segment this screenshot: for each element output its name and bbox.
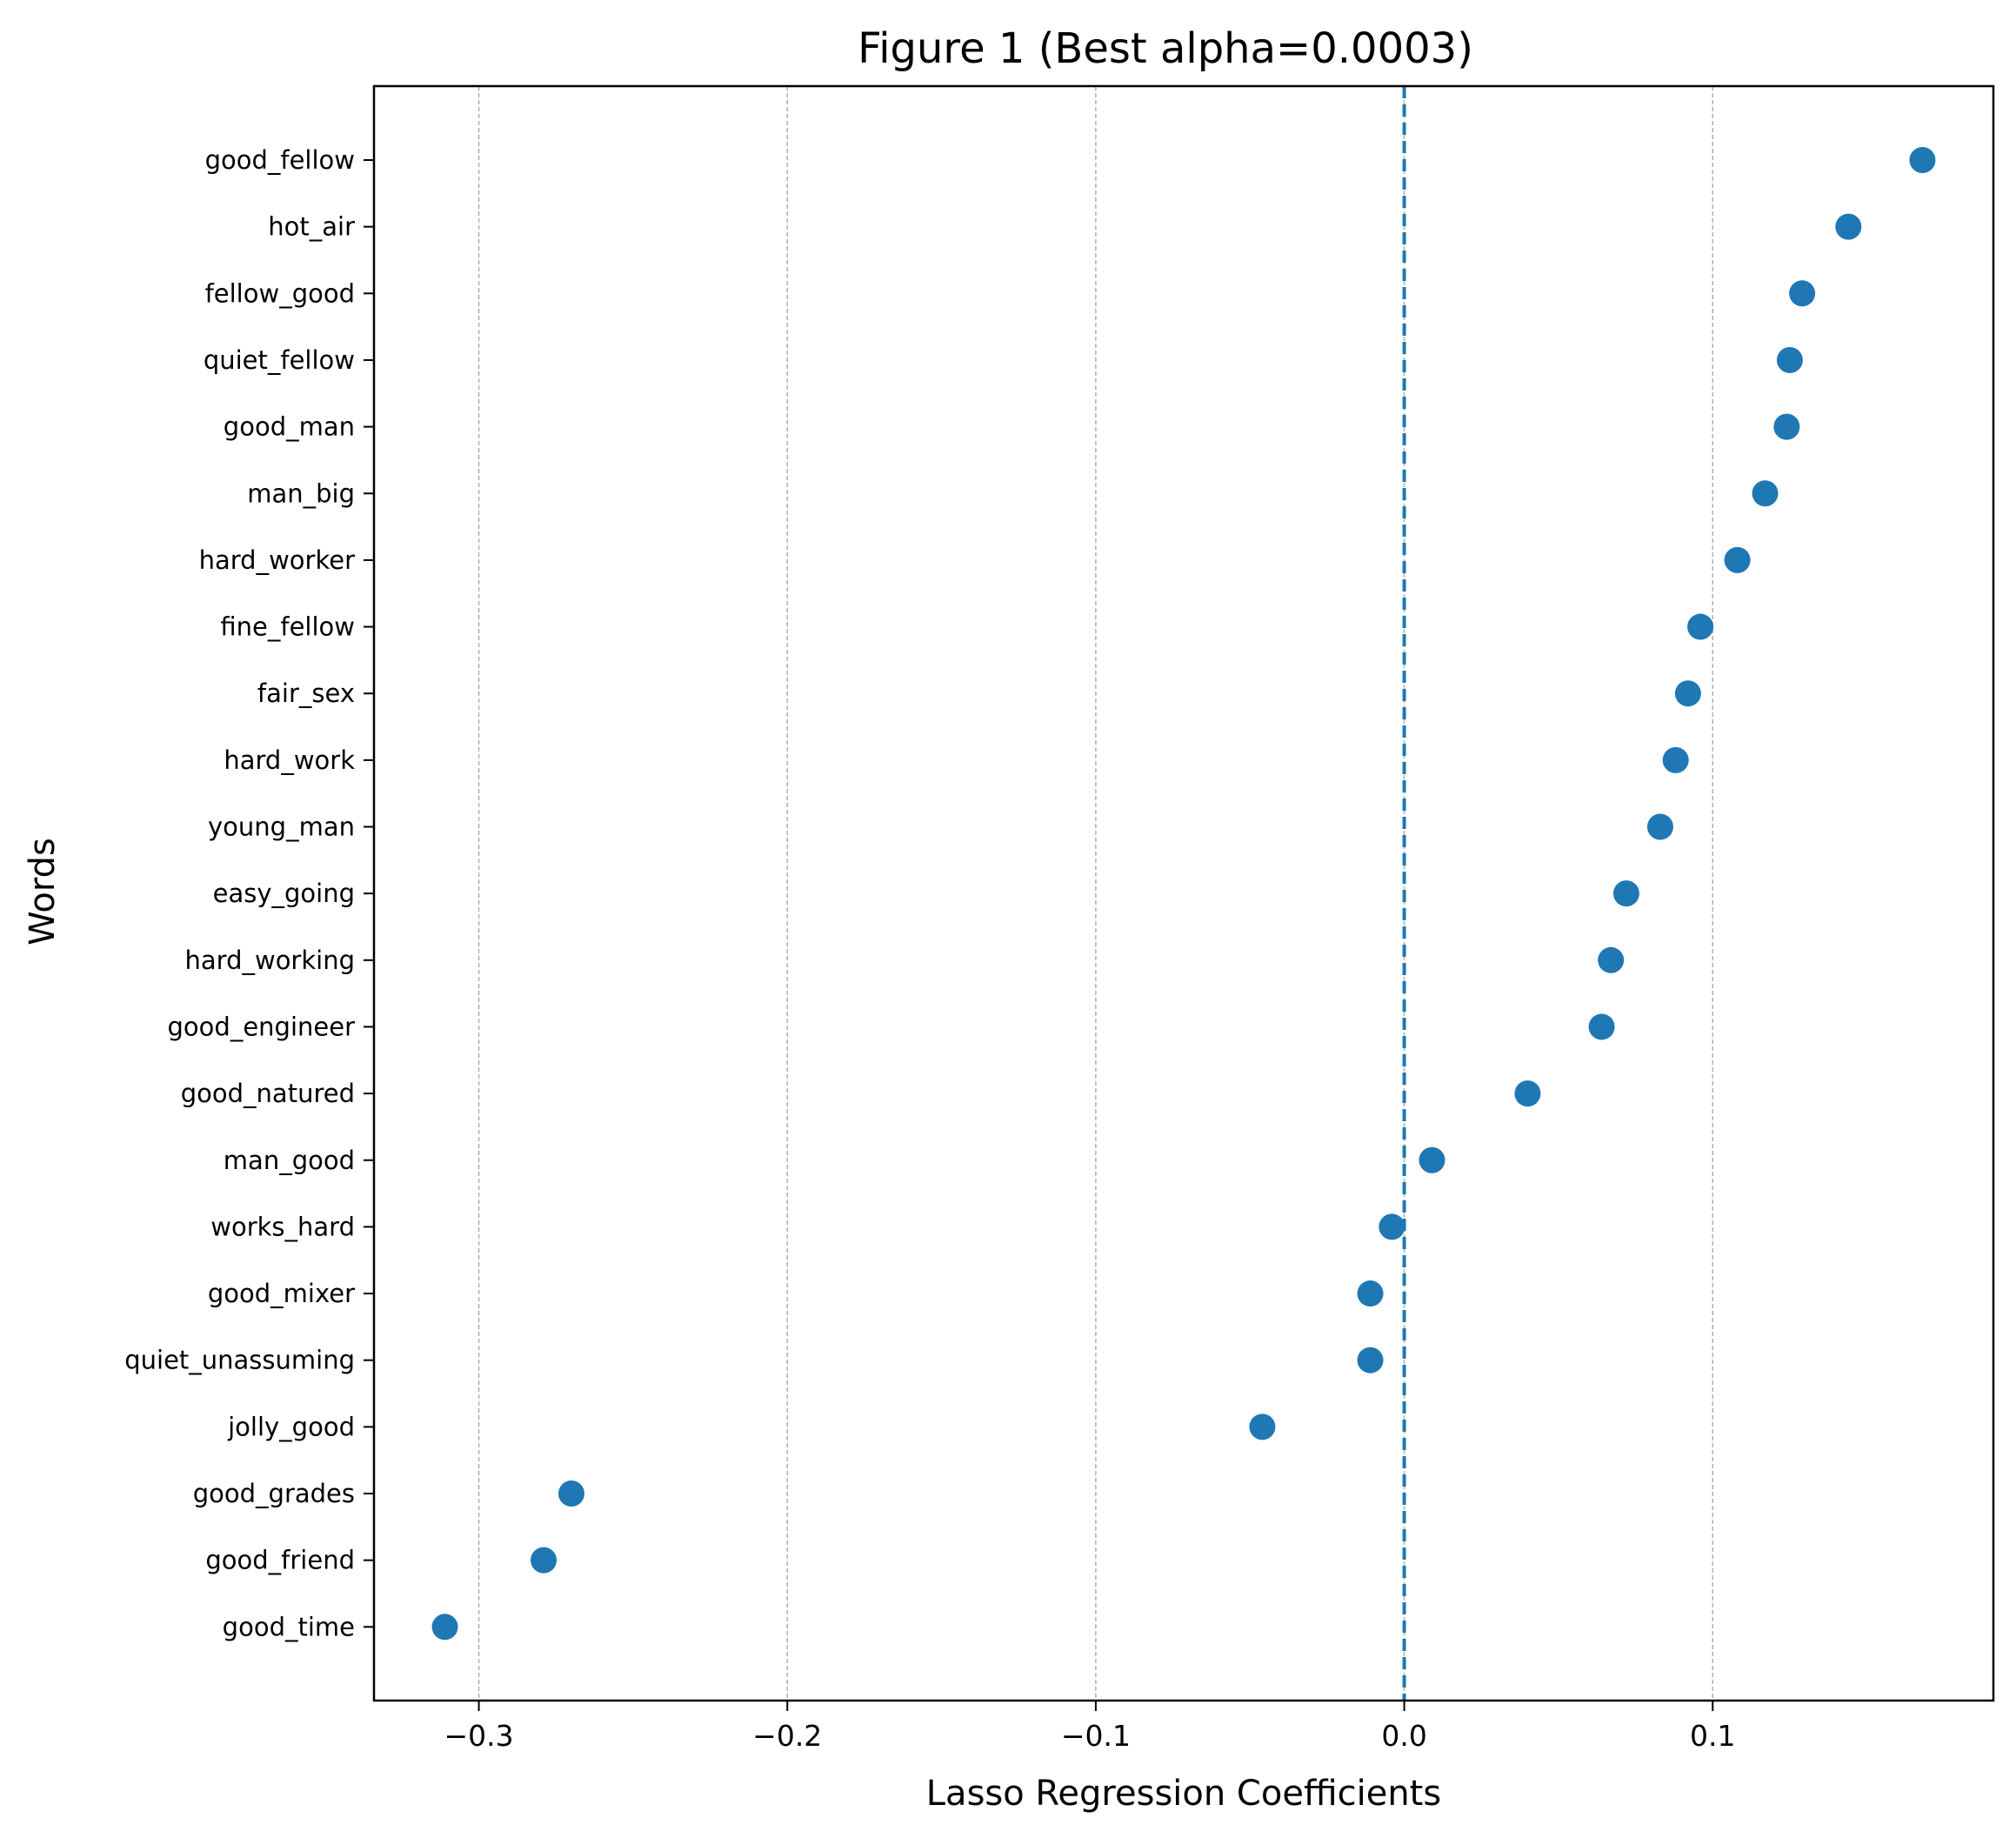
data-point — [1776, 346, 1803, 373]
x-tick-label: −0.1 — [1061, 1719, 1131, 1753]
y-tick-label: works_hard — [210, 1212, 355, 1241]
y-tick-label: easy_going — [213, 879, 355, 908]
x-axis-ticks: −0.3 −0.2 −0.1 0.0 0.1 — [444, 1701, 1735, 1753]
data-point — [1357, 1347, 1384, 1373]
data-point — [1674, 680, 1701, 707]
data-point — [1612, 880, 1639, 907]
y-tick-label: hard_worker — [199, 545, 355, 575]
y-tick-label: good_friend — [205, 1546, 355, 1575]
y-tick-label: fair_sex — [257, 678, 355, 708]
y-tick-label: hot_air — [268, 212, 355, 242]
data-point — [1773, 413, 1800, 440]
y-axis-label: Words — [23, 838, 63, 946]
y-tick-label: good_time — [223, 1612, 355, 1641]
data-point — [1662, 746, 1689, 773]
y-tick-label: quiet_unassuming — [124, 1346, 355, 1375]
data-point — [1687, 613, 1714, 640]
data-point — [431, 1614, 458, 1641]
data-point — [1752, 480, 1779, 507]
y-tick-label: fine_fellow — [220, 612, 355, 642]
y-tick-label: jolly_good — [227, 1412, 355, 1441]
data-point — [1249, 1414, 1276, 1440]
y-tick-label: good_fellow — [205, 145, 355, 175]
data-point — [531, 1547, 557, 1574]
y-tick-label: quiet_fellow — [204, 345, 355, 375]
y-tick-label: hard_work — [224, 745, 355, 775]
data-point — [1835, 213, 1862, 240]
y-tick-label: good_grades — [193, 1479, 355, 1508]
y-tick-label: man_big — [247, 478, 355, 508]
y-tick-label: young_man — [208, 812, 355, 842]
data-point — [1514, 1080, 1541, 1107]
chart-title: Figure 1 (Best alpha=0.0003) — [858, 24, 1473, 73]
data-point — [1598, 946, 1625, 973]
y-tick-label: fellow_good — [205, 278, 355, 308]
y-axis-ticks: good_fellow hot_air fellow_good quiet_fello… — [124, 145, 374, 1641]
y-tick-label: man_good — [224, 1146, 355, 1175]
y-tick-label: good_mixer — [208, 1279, 355, 1308]
y-tick-label: good_engineer — [168, 1012, 356, 1041]
data-point — [1419, 1146, 1445, 1173]
data-point — [1357, 1280, 1384, 1307]
x-tick-label: −0.2 — [752, 1719, 822, 1753]
x-axis-label: Lasso Regression Coefficients — [926, 1774, 1441, 1814]
y-tick-label: good_natured — [181, 1079, 355, 1108]
x-tick-label: 0.1 — [1690, 1719, 1735, 1753]
data-point — [557, 1480, 584, 1507]
y-tick-label: good_man — [224, 412, 355, 442]
data-point — [1378, 1213, 1405, 1240]
y-tick-label: hard_working — [185, 946, 356, 975]
x-tick-label: 0.0 — [1381, 1719, 1426, 1753]
data-point — [1909, 147, 1936, 173]
data-point — [1646, 813, 1673, 840]
data-point — [1588, 1013, 1615, 1040]
data-point — [1724, 546, 1751, 573]
x-tick-label: −0.3 — [444, 1719, 514, 1753]
data-point — [1789, 280, 1816, 307]
data-points — [431, 147, 1936, 1641]
